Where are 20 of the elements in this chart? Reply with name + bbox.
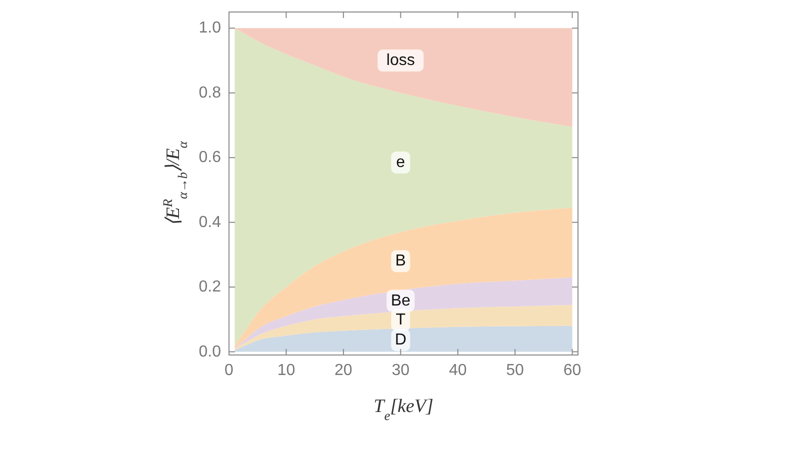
x-axis-title: T$_{e}$[keV] xyxy=(374,396,434,422)
x-tick-label: 10 xyxy=(277,362,296,379)
y-tick-label: 0.0 xyxy=(198,343,222,360)
x-tick-label: 50 xyxy=(506,362,524,379)
y-tick-label: 0.8 xyxy=(198,84,222,102)
x-tick-label: 0 xyxy=(224,362,234,379)
y-tick-label: 0.2 xyxy=(198,278,222,296)
series-label: loss xyxy=(386,52,415,70)
series-label: e xyxy=(396,154,406,171)
y-tick-label: 0.4 xyxy=(198,214,222,231)
x-tick-label: 60 xyxy=(563,362,582,379)
x-tick-label: 20 xyxy=(334,362,352,379)
x-tick-label: 40 xyxy=(448,362,467,379)
series-label: Be xyxy=(390,292,411,310)
series-label: B xyxy=(395,252,406,270)
y-tick-label: 0.6 xyxy=(198,149,222,166)
series-label: T xyxy=(396,311,406,328)
y-tick-label: 1.0 xyxy=(198,20,222,37)
x-tick-label: 30 xyxy=(392,362,410,379)
series-label: D xyxy=(394,332,406,349)
